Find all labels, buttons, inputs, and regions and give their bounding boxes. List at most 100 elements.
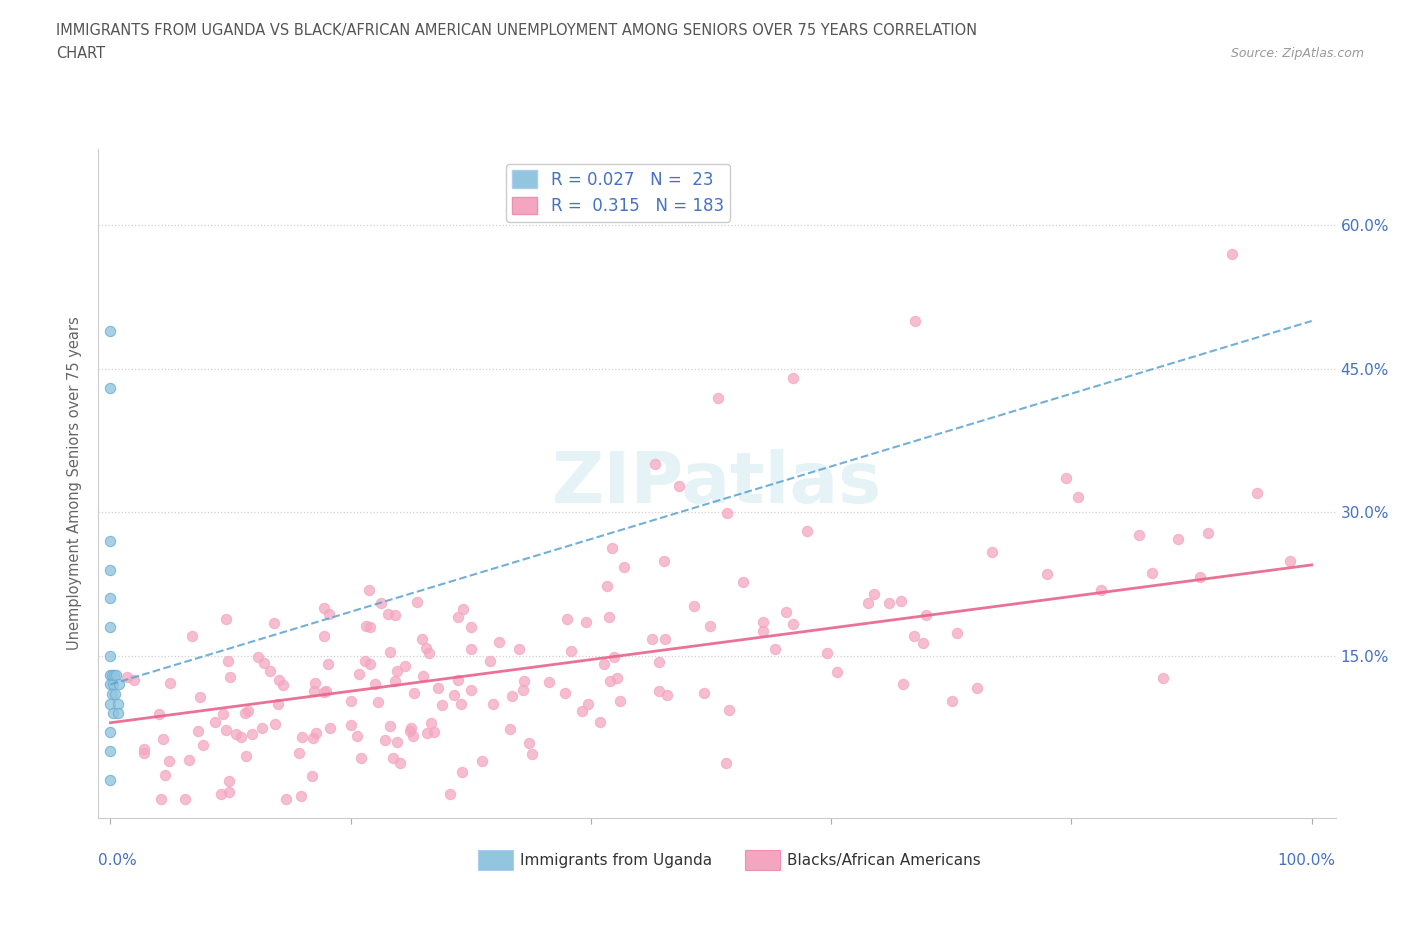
Text: 100.0%: 100.0% bbox=[1278, 853, 1336, 868]
Point bbox=[100, 619, 122, 634]
Point bbox=[877, 596, 900, 611]
Point bbox=[378, 719, 401, 734]
Point bbox=[385, 663, 408, 678]
Point bbox=[1220, 246, 1243, 261]
Point bbox=[100, 648, 122, 663]
Point bbox=[218, 784, 240, 799]
Point bbox=[512, 683, 534, 698]
Point bbox=[246, 649, 269, 664]
Point bbox=[432, 698, 454, 712]
Text: IMMIGRANTS FROM UGANDA VS BLACK/AFRICAN AMERICAN UNEMPLOYMENT AMONG SENIORS OVER: IMMIGRANTS FROM UGANDA VS BLACK/AFRICAN … bbox=[56, 23, 977, 38]
Point bbox=[858, 596, 880, 611]
Point bbox=[350, 751, 373, 765]
Point bbox=[683, 599, 706, 614]
Point bbox=[394, 658, 416, 673]
Point bbox=[411, 631, 433, 646]
Point bbox=[193, 737, 215, 752]
Point bbox=[1279, 553, 1302, 568]
Point bbox=[501, 688, 523, 703]
Point bbox=[554, 686, 576, 701]
Point bbox=[215, 612, 238, 627]
Point bbox=[419, 715, 441, 730]
Point bbox=[187, 724, 209, 739]
Point bbox=[219, 670, 242, 684]
Point bbox=[302, 684, 325, 699]
Point bbox=[367, 695, 389, 710]
Point bbox=[259, 664, 281, 679]
Point bbox=[598, 609, 620, 624]
Text: 0.0%: 0.0% bbox=[98, 853, 138, 868]
Point bbox=[613, 560, 636, 575]
Point bbox=[1140, 565, 1163, 580]
Point bbox=[174, 791, 197, 806]
Point bbox=[966, 681, 988, 696]
Point bbox=[209, 787, 232, 802]
Point bbox=[357, 582, 380, 597]
Point bbox=[418, 645, 440, 660]
Point bbox=[460, 642, 482, 657]
Point bbox=[603, 649, 626, 664]
Text: CHART: CHART bbox=[56, 46, 105, 61]
Point bbox=[263, 616, 285, 631]
Point bbox=[648, 684, 671, 698]
Point bbox=[315, 683, 337, 698]
Point bbox=[301, 730, 323, 745]
Point bbox=[250, 721, 273, 736]
Point bbox=[460, 683, 482, 698]
Point bbox=[108, 677, 131, 692]
Point bbox=[204, 714, 226, 729]
Point bbox=[100, 668, 122, 683]
Point bbox=[751, 615, 773, 630]
Point bbox=[451, 602, 474, 617]
Point bbox=[340, 694, 363, 709]
Point bbox=[304, 725, 326, 740]
Point bbox=[377, 607, 399, 622]
Point bbox=[520, 747, 543, 762]
Point bbox=[107, 706, 129, 721]
Point bbox=[796, 524, 818, 538]
Point bbox=[263, 716, 285, 731]
Point bbox=[100, 323, 122, 338]
Point bbox=[115, 670, 138, 684]
Point bbox=[717, 702, 740, 717]
Point bbox=[699, 618, 721, 633]
Point bbox=[599, 673, 621, 688]
Point bbox=[101, 706, 124, 721]
Point bbox=[105, 668, 128, 683]
Point bbox=[267, 672, 290, 687]
Point bbox=[225, 726, 247, 741]
Point bbox=[100, 686, 122, 701]
Point bbox=[692, 686, 714, 701]
Point bbox=[479, 654, 502, 669]
Point bbox=[863, 587, 886, 602]
Point bbox=[354, 653, 377, 668]
Point bbox=[252, 656, 274, 671]
Point bbox=[132, 741, 155, 756]
Point bbox=[915, 607, 938, 622]
Point bbox=[346, 728, 368, 743]
Point bbox=[304, 675, 326, 690]
Point bbox=[157, 753, 180, 768]
Point bbox=[316, 657, 339, 671]
Point bbox=[945, 626, 967, 641]
Point bbox=[775, 604, 797, 619]
Point bbox=[212, 707, 235, 722]
Point bbox=[218, 773, 240, 788]
Point bbox=[706, 390, 728, 405]
Point bbox=[499, 722, 522, 737]
Text: Immigrants from Uganda: Immigrants from Uganda bbox=[520, 853, 713, 868]
Point bbox=[648, 655, 671, 670]
Point bbox=[593, 657, 616, 671]
Point bbox=[384, 674, 406, 689]
Point bbox=[274, 791, 297, 806]
Point bbox=[290, 730, 312, 745]
Point bbox=[825, 665, 848, 680]
Point bbox=[416, 725, 439, 740]
Point bbox=[134, 746, 156, 761]
Point bbox=[443, 688, 465, 703]
Point bbox=[100, 380, 122, 395]
Point bbox=[903, 629, 925, 644]
Point bbox=[240, 727, 263, 742]
Point bbox=[980, 545, 1002, 560]
Point bbox=[575, 615, 598, 630]
